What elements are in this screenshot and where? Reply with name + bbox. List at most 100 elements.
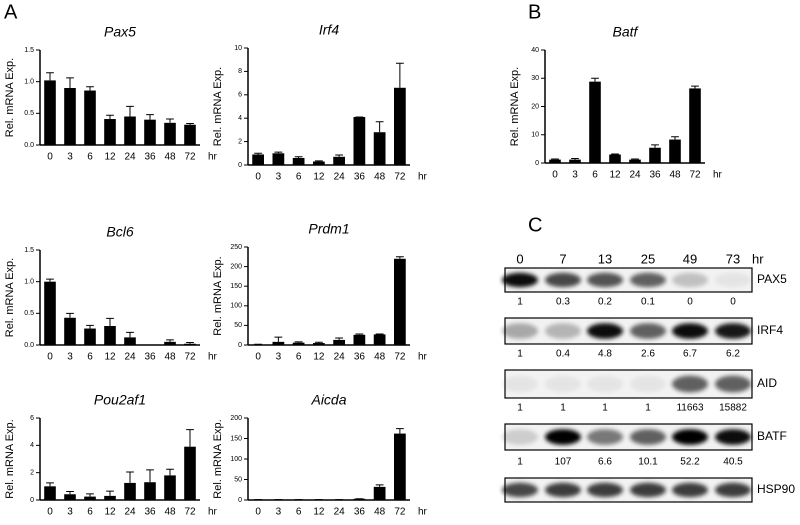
blot-band: [630, 272, 666, 288]
x-tick-label: 72: [184, 507, 196, 518]
blot-quant: 0.2: [598, 297, 612, 308]
blot-band: [587, 272, 623, 288]
x-tick-label: 24: [629, 170, 641, 181]
blot-band: [630, 429, 666, 445]
x-tick-label: 0: [255, 352, 261, 363]
x-tick-label: 6: [296, 172, 302, 183]
error-bar: [551, 158, 559, 160]
x-tick-label: 48: [374, 172, 386, 183]
error-bar: [294, 341, 303, 343]
y-tick-label: 20: [531, 103, 539, 110]
blot-quant: 1: [602, 403, 608, 414]
error-bar: [86, 324, 94, 329]
blot-band: [502, 482, 538, 498]
blot-quant: 1: [517, 457, 523, 468]
x-tick-label: 24: [124, 507, 136, 518]
y-tick-label: 1.5: [24, 247, 34, 254]
x-tick-label: 36: [354, 172, 366, 183]
y-tick-label: 50: [234, 322, 242, 329]
x-tick-label: 12: [313, 507, 325, 518]
blot-band: [715, 429, 751, 445]
error-bar: [395, 62, 404, 88]
blot-quant: 0.1: [641, 297, 655, 308]
bar: [373, 486, 386, 500]
x-tick-label: 48: [164, 152, 176, 163]
bar: [292, 157, 305, 165]
error-bar: [254, 152, 263, 155]
x-tick-label: 0: [47, 152, 53, 163]
blot-frame: [504, 267, 753, 293]
x-tick-label: 3: [67, 152, 73, 163]
error-bar: [86, 493, 94, 497]
bar: [64, 317, 76, 345]
panel-label: A: [4, 1, 18, 23]
blot-band: [630, 375, 666, 393]
error-bar: [126, 471, 134, 483]
bar: [394, 433, 406, 500]
x-tick-label: 6: [87, 507, 93, 518]
blot-band: [587, 323, 623, 339]
error-bar: [274, 336, 283, 342]
bar: [104, 495, 116, 500]
y-tick-label: 10: [234, 45, 242, 52]
y-tick-label: 0: [30, 497, 34, 504]
x-tick-label: 72: [394, 352, 406, 363]
error-bar: [591, 77, 599, 82]
bar: [569, 159, 581, 163]
bar: [184, 446, 196, 500]
bar: [549, 159, 561, 163]
x-tick-label: 12: [313, 352, 325, 363]
bar: [164, 341, 176, 345]
bar: [333, 339, 345, 345]
blot-quant: 10.1: [638, 457, 658, 468]
bar: [64, 494, 76, 500]
blot-quant: 0: [730, 297, 736, 308]
blot-quant: 1: [517, 297, 523, 308]
x-tick-label: 36: [354, 507, 366, 518]
blot-quant: 107: [555, 457, 572, 468]
blot-quant: 52.2: [680, 457, 700, 468]
y-axis-label: Rel. mRNA Exp.: [509, 67, 521, 146]
blot-protein: PAX5: [757, 272, 787, 286]
blot-band: [502, 375, 538, 393]
x-tick-label: 6: [296, 352, 302, 363]
blot-quant: 6.6: [598, 457, 612, 468]
y-tick-label: 1.0: [24, 79, 34, 86]
error-bar: [186, 122, 194, 125]
y-tick-label: 0.5: [24, 110, 34, 117]
bar: [84, 90, 96, 145]
x-tick-label: 0: [255, 172, 261, 183]
bar: [373, 132, 386, 165]
bar: [333, 156, 345, 165]
error-bar: [186, 429, 194, 447]
blot-row: [502, 423, 753, 451]
blot-band: [630, 323, 666, 339]
error-bar: [66, 312, 74, 318]
blot-frame: [504, 477, 753, 503]
chart-title: Aicda: [310, 392, 346, 408]
blot-row: [502, 317, 753, 345]
blot-band: [502, 272, 538, 288]
error-bar: [106, 317, 114, 326]
x-tick-label: 6: [296, 507, 302, 518]
error-bar: [274, 151, 283, 154]
bar: [394, 258, 406, 345]
y-tick-label: 6: [238, 92, 242, 99]
y-tick-label: 1.5: [24, 47, 34, 54]
time-label: 25: [641, 251, 655, 266]
bar: [252, 154, 264, 165]
x-tick-label: 12: [313, 172, 325, 183]
blot-quant: 4.8: [598, 349, 612, 360]
bar: [164, 122, 176, 145]
x-tick-label: 0: [552, 170, 558, 181]
x-tick-label: 24: [334, 172, 346, 183]
error-bar: [46, 278, 54, 282]
y-tick-label: 10: [531, 132, 539, 139]
error-bar: [66, 491, 74, 495]
bar: [353, 334, 366, 345]
bar: [272, 341, 285, 345]
error-bar: [146, 114, 154, 120]
bar: [313, 161, 325, 165]
x-tick-label: 48: [669, 170, 681, 181]
blot-band: [545, 323, 581, 339]
